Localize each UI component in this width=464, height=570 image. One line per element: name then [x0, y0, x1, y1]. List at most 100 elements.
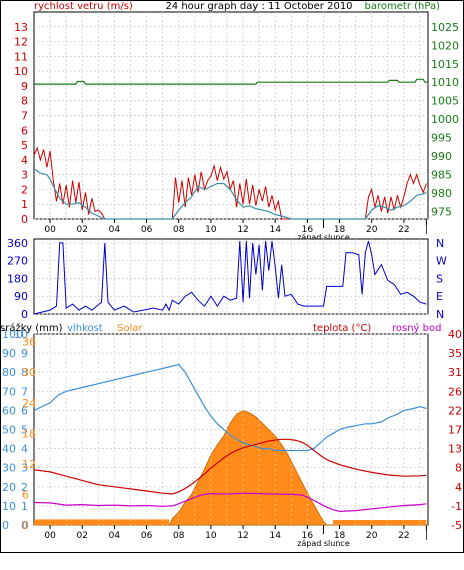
- direction-compass-label: S: [436, 272, 443, 285]
- wind-x-tick-label: 20: [366, 225, 378, 235]
- humidity-y-tick-label: 10: [2, 500, 16, 513]
- temperature-y-tick-label: -5: [451, 519, 462, 532]
- temperature-line: [33, 438, 427, 495]
- direction-compass-label: W: [436, 255, 447, 268]
- humidity-y-tick-label: 90: [2, 347, 16, 360]
- wind-x-tick-label: 02: [77, 225, 88, 235]
- temperature-y-tick-label: 17: [448, 424, 462, 437]
- climate-x-tick-label: 04: [109, 531, 121, 541]
- rain-y-tick-label: 10: [14, 328, 28, 341]
- wind-sunset-label: západ slunce: [297, 233, 350, 242]
- chart-title: 24 hour graph day : 11 October 2010: [165, 1, 352, 12]
- climate-x-tick-label: 14: [269, 531, 281, 541]
- legend-temperature: teplota (°C): [313, 323, 371, 334]
- humidity-y-tick-label: 70: [2, 385, 16, 398]
- rain-y-tick-label: 9: [21, 347, 28, 360]
- wind-y-tick-label: 7: [21, 110, 28, 123]
- rain-y-tick-label: 5: [21, 424, 28, 437]
- rain-y-tick-label: 7: [21, 385, 28, 398]
- solar-y-tick-label: 30: [22, 366, 36, 379]
- pressure-axis-title: barometr (hPa): [365, 1, 441, 12]
- wind-y-tick-label: 6: [21, 124, 28, 137]
- wind-x-tick-label: 12: [237, 225, 248, 235]
- temperature-y-tick-label: 22: [448, 404, 462, 417]
- pressure-y-tick-label: 1000: [431, 113, 459, 126]
- direction-y-tick-label: 360: [7, 237, 28, 250]
- wind-x-tick-label: 06: [141, 225, 153, 235]
- rain-y-tick-label: 0: [21, 519, 28, 532]
- wind-x-tick-label: 18: [334, 225, 346, 235]
- pressure-y-tick-label: 995: [431, 132, 452, 145]
- climate-x-tick-label: 02: [77, 531, 88, 541]
- direction-y-tick-label: 0: [21, 308, 28, 321]
- climate-x-end-tick: |: [425, 531, 428, 541]
- wind-y-tick-label: 3: [21, 169, 28, 182]
- humidity-y-tick-label: 20: [2, 481, 16, 494]
- climate-x-tick-label: 18: [334, 531, 346, 541]
- humidity-y-tick-label: 0: [2, 519, 9, 532]
- temperature-y-tick-label: 13: [448, 443, 462, 456]
- pressure-line: [34, 78, 428, 85]
- pressure-y-tick-label: 1025: [431, 21, 459, 34]
- wind-x-tick-label: 08: [173, 225, 185, 235]
- solar-area: [34, 409, 428, 526]
- rain-y-tick-label: 6: [21, 404, 28, 417]
- climate-x-tick-label: 22: [398, 531, 409, 541]
- solar-y-tick-label: 12: [22, 458, 36, 471]
- pressure-y-tick-label: 975: [431, 206, 452, 219]
- climate-x-tick-label: 00: [44, 531, 56, 541]
- wind-y-tick-label: 11: [14, 50, 28, 63]
- rain-bar: [333, 520, 427, 525]
- rain-y-tick-label: 1: [21, 500, 28, 513]
- direction-y-tick-label: 180: [7, 272, 28, 285]
- pressure-y-tick-label: 985: [431, 169, 452, 182]
- climate-x-tick-label: 10: [205, 531, 217, 541]
- wind-x-tick-label: 16: [302, 225, 314, 235]
- direction-compass-label: N: [436, 308, 444, 321]
- wind-y-tick-label: 9: [21, 80, 28, 93]
- dewpoint-line: [33, 492, 427, 513]
- pressure-y-tick-label: 990: [431, 150, 452, 163]
- rain-bar: [34, 519, 168, 525]
- solar-y-tick-label: 24: [22, 397, 36, 410]
- pressure-y-tick-label: 1010: [431, 76, 459, 89]
- wind-y-tick-label: 13: [14, 21, 28, 34]
- humidity-y-tick-label: 80: [2, 366, 16, 379]
- legend-solar: Solar: [117, 323, 143, 334]
- climate-sunset-label: západ slunce: [297, 539, 350, 548]
- wind-y-tick-label: 2: [21, 183, 28, 196]
- pressure-y-tick-label: 1020: [431, 39, 459, 52]
- wind-x-tick-label: 14: [269, 225, 281, 235]
- wind-y-tick-label: 12: [14, 36, 28, 49]
- rain-y-tick-label: 2: [21, 481, 28, 494]
- wind-x-end-tick: |: [425, 225, 428, 235]
- wind-avg-line: [33, 168, 427, 220]
- direction-y-tick-label: 270: [7, 255, 28, 268]
- temperature-y-tick-label: 40: [448, 328, 462, 341]
- humidity-y-tick-label: 50: [2, 424, 16, 437]
- temperature-y-tick-label: 26: [448, 385, 462, 398]
- rain-y-tick-label: 3: [21, 462, 28, 475]
- rain-bar: [167, 519, 170, 525]
- climate-x-tick-label: 08: [173, 531, 185, 541]
- temperature-y-tick-label: 8: [455, 462, 462, 475]
- wind-y-tick-label: 10: [14, 65, 28, 78]
- humidity-y-tick-label: 40: [2, 443, 16, 456]
- solar-y-tick-label: 0: [22, 519, 29, 532]
- temperature-y-tick-label: 31: [448, 366, 462, 379]
- wind-x-tick-label: 10: [205, 225, 217, 235]
- climate-x-tick-label: 06: [141, 531, 153, 541]
- humidity-y-tick-label: 60: [2, 404, 16, 417]
- climate-x-tick-label: 20: [366, 531, 378, 541]
- wind-x-tick-label: 00: [44, 225, 56, 235]
- solar-y-tick-label: 36: [22, 336, 36, 349]
- direction-plot-frame: [33, 238, 429, 315]
- pressure-y-tick-label: 1005: [431, 95, 459, 108]
- direction-y-tick-label: 90: [14, 290, 28, 303]
- wind-y-tick-label: 5: [21, 139, 28, 152]
- rain-y-tick-label: 8: [21, 366, 28, 379]
- pressure-y-tick-label: 980: [431, 187, 452, 200]
- direction-compass-label: N: [436, 237, 444, 250]
